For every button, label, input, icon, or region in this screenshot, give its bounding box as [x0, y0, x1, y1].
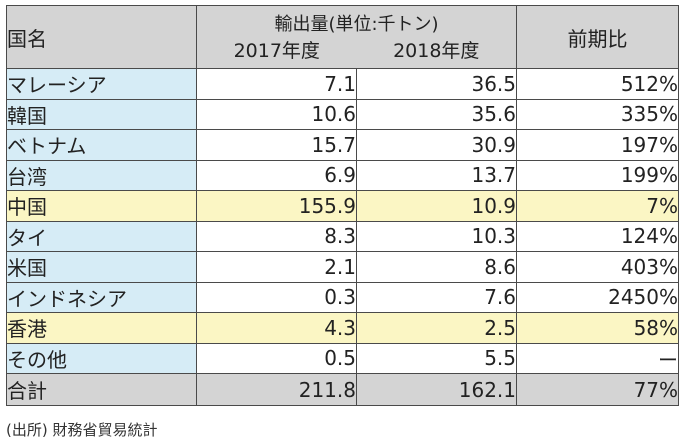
table-row: 中国 155.9 10.9 7% [6, 190, 680, 222]
value-2017-cell: 0.3 [196, 281, 357, 313]
value-2018-cell: 30.9 [355, 129, 518, 161]
total-row: 合計 211.8 162.1 77% [6, 373, 680, 406]
value-2017-cell: 155.9 [196, 190, 357, 222]
value-2018-cell: 35.6 [355, 98, 518, 130]
value-2017-cell: 7.1 [196, 68, 357, 100]
value-2017-cell: 2.1 [196, 251, 357, 283]
export-table: 国名 輸出量(単位:千トン) 前期比 2017年度 2018年度 マレーシア 7.… [6, 4, 680, 406]
yoy-cell: 7% [516, 190, 680, 222]
value-2017-cell: 15.7 [196, 129, 357, 161]
yoy-cell: 58% [516, 312, 680, 344]
total-yoy: 77% [516, 373, 680, 406]
table-row: タイ 8.3 10.3 124% [6, 220, 680, 252]
table-row: 韓国 10.6 35.6 335% [6, 98, 680, 130]
year-2017-header: 2017年度 [196, 35, 357, 69]
value-2018-cell: 13.7 [355, 159, 518, 191]
value-2018-cell: 5.5 [355, 342, 518, 374]
value-2018-cell: 7.6 [355, 281, 518, 313]
table-row: ベトナム 15.7 30.9 197% [6, 129, 680, 161]
yoy-cell: 403% [516, 251, 680, 283]
value-2017-cell: 10.6 [196, 98, 357, 130]
year-header-row: 2017年度 2018年度 [7, 35, 679, 69]
table-body: マレーシア 7.1 36.5 512% 韓国 10.6 35.6 335% ベトナム 15.7 30… [6, 68, 680, 406]
yoy-cell: 124% [516, 220, 680, 252]
country-cell: 中国 [6, 190, 197, 222]
value-2017-cell: 8.3 [196, 220, 357, 252]
country-cell: インドネシア [6, 281, 197, 313]
table-row: 米国 2.1 8.6 403% [6, 251, 680, 283]
value-2017-cell: 4.3 [196, 312, 357, 344]
country-cell: 香港 [6, 312, 197, 344]
value-2017-cell: 0.5 [196, 342, 357, 374]
yoy-header: 前期比 [516, 5, 680, 69]
table-row: マレーシア 7.1 36.5 512% [6, 68, 680, 100]
value-2018-cell: 10.9 [355, 190, 518, 222]
table-row: 台湾 6.9 13.7 199% [6, 159, 680, 191]
yoy-cell: 197% [516, 129, 680, 161]
country-cell: 台湾 [6, 159, 197, 191]
value-2018-cell: 36.5 [355, 68, 518, 100]
header-row: 国名 輸出量(単位:千トン) 前期比 [6, 4, 680, 69]
source-note: (出所) 財務省貿易統計 [6, 421, 158, 439]
country-cell: ベトナム [6, 129, 197, 161]
country-cell: その他 [6, 342, 197, 374]
value-2018-cell: 8.6 [355, 251, 518, 283]
country-cell: 韓国 [6, 98, 197, 130]
yoy-cell: 199% [516, 159, 680, 191]
yoy-cell: 512% [516, 68, 680, 100]
country-cell: 米国 [6, 251, 197, 283]
table-row: 香港 4.3 2.5 58% [6, 312, 680, 344]
value-2018-cell: 2.5 [355, 312, 518, 344]
table-row: インドネシア 0.3 7.6 2450% [6, 281, 680, 313]
yoy-cell: 335% [516, 98, 680, 130]
export-volume-header: 輸出量(単位:千トン) [195, 4, 518, 36]
table-row: その他 0.5 5.5 ー [6, 342, 680, 374]
country-header: 国名 [6, 5, 197, 69]
country-cell: マレーシア [6, 68, 197, 100]
yoy-cell: 2450% [516, 281, 680, 313]
yoy-cell: ー [516, 342, 680, 374]
total-label: 合計 [6, 373, 197, 406]
value-2017-cell: 6.9 [196, 159, 357, 191]
value-2018-cell: 10.3 [355, 220, 518, 252]
country-cell: タイ [6, 220, 197, 252]
total-2017: 211.8 [196, 373, 357, 406]
year-2018-header: 2018年度 [356, 35, 518, 69]
total-2018: 162.1 [355, 373, 518, 406]
